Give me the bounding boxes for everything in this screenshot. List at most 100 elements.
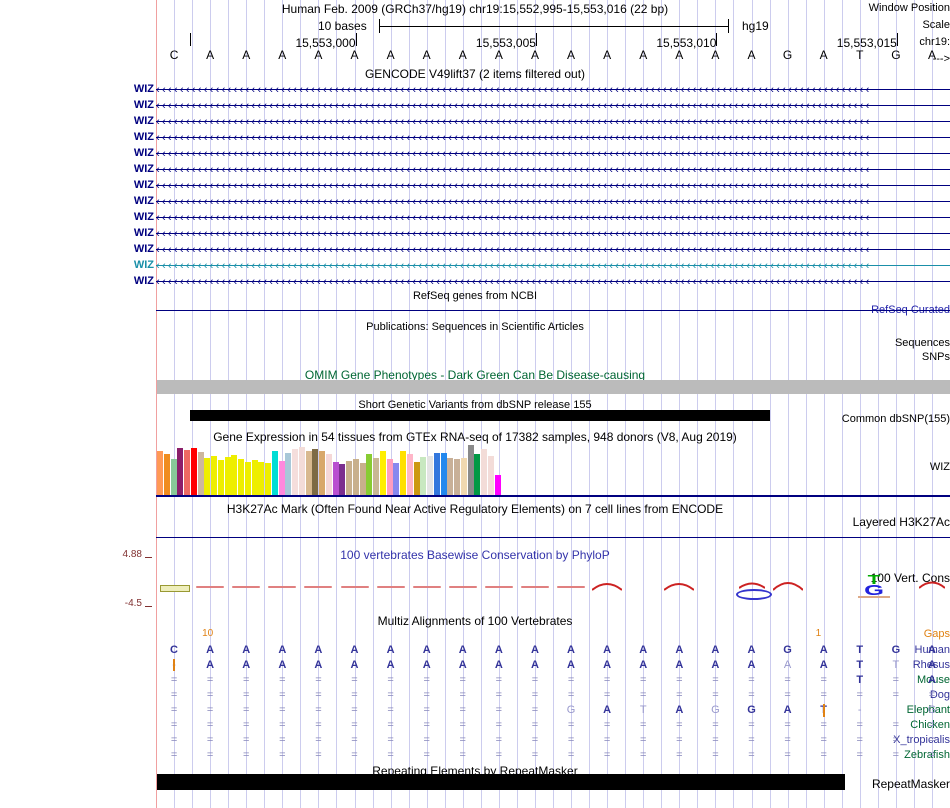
gtex-tissue-bar[interactable] <box>346 461 352 495</box>
multiz-species-label[interactable]: Zebrafish <box>904 749 950 761</box>
multiz-species-label[interactable]: Rhesus <box>912 659 950 671</box>
gtex-tissue-bar[interactable] <box>440 453 447 495</box>
gtex-tissue-bar[interactable] <box>366 454 373 495</box>
multiz-species-row[interactable]: = = = = = = = = = = = = = = = = = = = = = = <box>156 688 950 703</box>
gtex-tissue-bar[interactable] <box>393 463 400 495</box>
gtex-tissue-bar[interactable] <box>265 463 271 495</box>
gencode-gene-label-wiz[interactable]: WIZ <box>133 195 154 207</box>
dbsnp-variant-bar[interactable] <box>190 410 770 421</box>
gtex-tissue-bar[interactable] <box>359 463 366 495</box>
gencode-gene-row[interactable]: ‹‹‹‹‹‹‹‹‹‹‹‹‹‹‹‹‹‹‹‹‹‹‹‹‹‹‹‹‹‹‹‹‹‹‹‹‹‹‹‹… <box>156 226 950 242</box>
gtex-tissue-bar[interactable] <box>447 458 454 495</box>
h3k27ac-label[interactable]: Layered H3K27Ac <box>852 515 950 529</box>
gtex-tissue-bar[interactable] <box>474 454 481 495</box>
gencode-gene-label-wiz[interactable]: WIZ <box>133 275 154 287</box>
gtex-tissue-bar[interactable] <box>285 453 292 495</box>
gencode-gene-label-wiz[interactable]: WIZ <box>133 99 154 111</box>
gtex-tissue-bar[interactable] <box>379 451 386 495</box>
repeatmasker-label[interactable]: RepeatMasker <box>871 777 950 791</box>
gencode-gene-row[interactable]: ‹‹‹‹‹‹‹‹‹‹‹‹‹‹‹‹‹‹‹‹‹‹‹‹‹‹‹‹‹‹‹‹‹‹‹‹‹‹‹‹… <box>156 258 950 274</box>
gencode-gene-row[interactable]: ‹‹‹‹‹‹‹‹‹‹‹‹‹‹‹‹‹‹‹‹‹‹‹‹‹‹‹‹‹‹‹‹‹‹‹‹‹‹‹‹… <box>156 146 950 162</box>
multiz-species-label[interactable]: X_tropicalis <box>893 734 950 746</box>
gtex-tissue-bar[interactable] <box>184 450 190 495</box>
gencode-gene-label-wiz[interactable]: WIZ <box>133 147 154 159</box>
gencode-gene-label-wiz[interactable]: WIZ <box>133 243 154 255</box>
gtex-bars[interactable] <box>157 443 501 495</box>
multiz-species-row[interactable]: = = = = = = = = = = = = = = = = = = = = = = <box>156 748 950 763</box>
gencode-gene-row[interactable]: ‹‹‹‹‹‹‹‹‹‹‹‹‹‹‹‹‹‹‹‹‹‹‹‹‹‹‹‹‹‹‹‹‹‹‹‹‹‹‹‹… <box>156 194 950 210</box>
gtex-tissue-bar[interactable] <box>352 459 359 495</box>
gencode-gene-row[interactable]: ‹‹‹‹‹‹‹‹‹‹‹‹‹‹‹‹‹‹‹‹‹‹‹‹‹‹‹‹‹‹‹‹‹‹‹‹‹‹‹‹… <box>156 82 950 98</box>
gtex-tissue-bar[interactable] <box>386 459 393 495</box>
gtex-tissue-bar[interactable] <box>454 459 460 495</box>
gtex-bar-chart[interactable] <box>0 443 950 495</box>
gtex-tissue-bar[interactable] <box>467 445 474 495</box>
gtex-tissue-bar[interactable] <box>157 451 163 495</box>
multiz-species-label[interactable]: Chicken <box>910 719 950 731</box>
gtex-tissue-bar[interactable] <box>244 462 251 495</box>
refseq-curated-line[interactable] <box>156 310 950 311</box>
multiz-species-row[interactable]: = = = = = = = = = = = = = = = = = = = T = A <box>156 673 950 688</box>
gencode-gene-label-wiz[interactable]: WIZ <box>133 259 154 271</box>
multiz-species-label[interactable]: Human <box>914 644 950 656</box>
gtex-tissue-bar[interactable] <box>231 455 238 495</box>
gtex-tissue-bar[interactable] <box>190 448 197 495</box>
gtex-tissue-bar[interactable] <box>251 460 258 495</box>
gencode-gene-row[interactable]: ‹‹‹‹‹‹‹‹‹‹‹‹‹‹‹‹‹‹‹‹‹‹‹‹‹‹‹‹‹‹‹‹‹‹‹‹‹‹‹‹… <box>156 210 950 226</box>
gtex-tissue-bar[interactable] <box>204 458 211 495</box>
gencode-gene-label-wiz[interactable]: WIZ <box>133 211 154 223</box>
gencode-gene-label-wiz[interactable]: WIZ <box>133 179 154 191</box>
gencode-gene-label-wiz[interactable]: WIZ <box>133 131 154 143</box>
gtex-tissue-bar[interactable] <box>278 461 285 495</box>
repeatmasker-bar[interactable] <box>157 774 845 790</box>
gtex-tissue-bar[interactable] <box>211 456 217 495</box>
gtex-tissue-bar[interactable] <box>238 459 244 495</box>
gtex-tissue-bar[interactable] <box>258 462 265 495</box>
publications-snps-label[interactable]: SNPs <box>921 351 950 363</box>
gencode-gene-row[interactable]: ‹‹‹‹‹‹‹‹‹‹‹‹‹‹‹‹‹‹‹‹‹‹‹‹‹‹‹‹‹‹‹‹‹‹‹‹‹‹‹‹… <box>156 242 950 258</box>
gencode-gene-row[interactable]: ‹‹‹‹‹‹‹‹‹‹‹‹‹‹‹‹‹‹‹‹‹‹‹‹‹‹‹‹‹‹‹‹‹‹‹‹‹‹‹‹… <box>156 114 950 130</box>
gtex-tissue-bar[interactable] <box>487 456 494 495</box>
gtex-tissue-bar[interactable] <box>400 451 406 495</box>
publications-sequences-label[interactable]: Sequences <box>894 337 950 349</box>
gencode-gene-row[interactable]: ‹‹‹‹‹‹‹‹‹‹‹‹‹‹‹‹‹‹‹‹‹‹‹‹‹‹‹‹‹‹‹‹‹‹‹‹‹‹‹‹… <box>156 130 950 146</box>
gtex-tissue-bar[interactable] <box>163 454 170 495</box>
gtex-tissue-bar[interactable] <box>325 454 332 495</box>
gtex-tissue-bar[interactable] <box>292 449 298 495</box>
gtex-tissue-bar[interactable] <box>433 453 440 495</box>
gtex-tissue-bar[interactable] <box>298 447 305 495</box>
gtex-tissue-bar[interactable] <box>271 451 278 495</box>
gencode-gene-row[interactable]: ‹‹‹‹‹‹‹‹‹‹‹‹‹‹‹‹‹‹‹‹‹‹‹‹‹‹‹‹‹‹‹‹‹‹‹‹‹‹‹‹… <box>156 98 950 114</box>
multiz-species-row[interactable]: = = = = = = = = = = = = = = = = = = = = = = <box>156 733 950 748</box>
gencode-gene-row[interactable]: ‹‹‹‹‹‹‹‹‹‹‹‹‹‹‹‹‹‹‹‹‹‹‹‹‹‹‹‹‹‹‹‹‹‹‹‹‹‹‹‹… <box>156 178 950 194</box>
gtex-tissue-bar[interactable] <box>305 451 312 495</box>
gtex-tissue-bar[interactable] <box>339 464 346 495</box>
gencode-gene-label-wiz[interactable]: WIZ <box>133 227 154 239</box>
gtex-tissue-bar[interactable] <box>319 451 325 495</box>
gtex-tissue-bar[interactable] <box>427 456 433 495</box>
multiz-species-label[interactable]: Dog <box>929 689 950 701</box>
dbsnp-label[interactable]: Common dbSNP(155) <box>841 413 950 425</box>
gtex-tissue-bar[interactable] <box>406 454 413 495</box>
gtex-tissue-bar[interactable] <box>177 448 184 495</box>
gtex-tissue-bar[interactable] <box>494 475 501 495</box>
gtex-tissue-bar[interactable] <box>224 457 231 495</box>
multiz-species-row[interactable]: = = = = = = = = = = = = = = = = = = = = = = <box>156 718 950 733</box>
multiz-gaps-label[interactable]: Gaps <box>923 628 950 640</box>
gtex-tissue-bar[interactable] <box>217 460 224 495</box>
gencode-gene-row[interactable]: ‹‹‹‹‹‹‹‹‹‹‹‹‹‹‹‹‹‹‹‹‹‹‹‹‹‹‹‹‹‹‹‹‹‹‹‹‹‹‹‹… <box>156 162 950 178</box>
multiz-species-label[interactable]: Elephant <box>906 704 950 716</box>
gencode-gene-row[interactable]: ‹‹‹‹‹‹‹‹‹‹‹‹‹‹‹‹‹‹‹‹‹‹‹‹‹‹‹‹‹‹‹‹‹‹‹‹‹‹‹‹… <box>156 274 950 290</box>
gencode-gene-label-wiz[interactable]: WIZ <box>133 115 154 127</box>
omim-genes-bar[interactable] <box>157 380 950 394</box>
gtex-tissue-bar[interactable] <box>312 449 319 495</box>
gtex-tissue-bar[interactable] <box>420 457 427 495</box>
gtex-tissue-bar[interactable] <box>170 459 177 495</box>
gtex-tissue-bar[interactable] <box>332 462 339 495</box>
multiz-species-row[interactable]: ===========GATAGGAT-G <box>156 703 950 718</box>
gencode-gene-label-wiz[interactable]: WIZ <box>133 83 154 95</box>
gtex-tissue-bar[interactable] <box>413 462 420 495</box>
gtex-tissue-bar[interactable] <box>373 458 379 495</box>
